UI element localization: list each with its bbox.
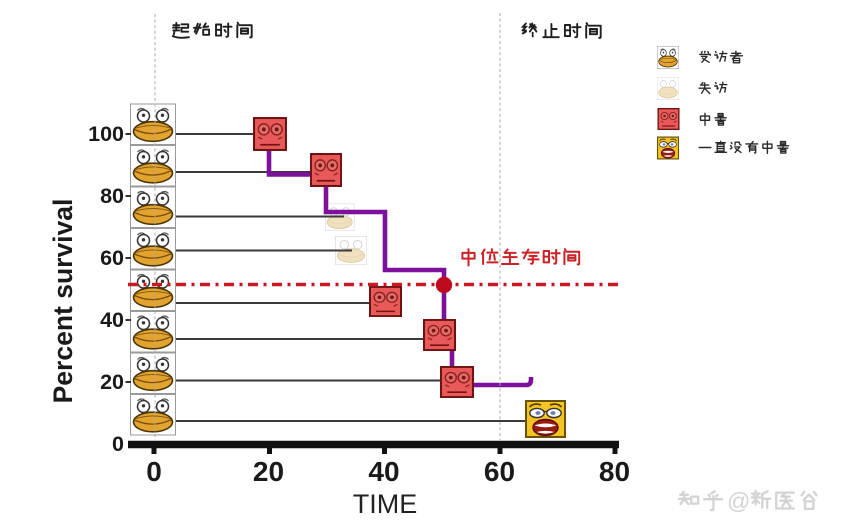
- svg-text:100: 100: [88, 122, 124, 146]
- svg-text:0: 0: [112, 432, 124, 456]
- svg-text:80: 80: [100, 184, 124, 208]
- svg-text:Percent survival: Percent survival: [48, 199, 78, 404]
- svg-text:TIME: TIME: [353, 489, 418, 519]
- svg-text:40: 40: [100, 308, 124, 332]
- svg-text:60: 60: [484, 456, 515, 487]
- svg-text:80: 80: [599, 456, 630, 487]
- svg-text:@: @: [727, 488, 750, 514]
- svg-text:60: 60: [100, 246, 124, 270]
- svg-text:20: 20: [253, 456, 284, 487]
- svg-text:0: 0: [146, 456, 162, 487]
- svg-text:40: 40: [368, 456, 399, 487]
- svg-text:20: 20: [100, 370, 124, 394]
